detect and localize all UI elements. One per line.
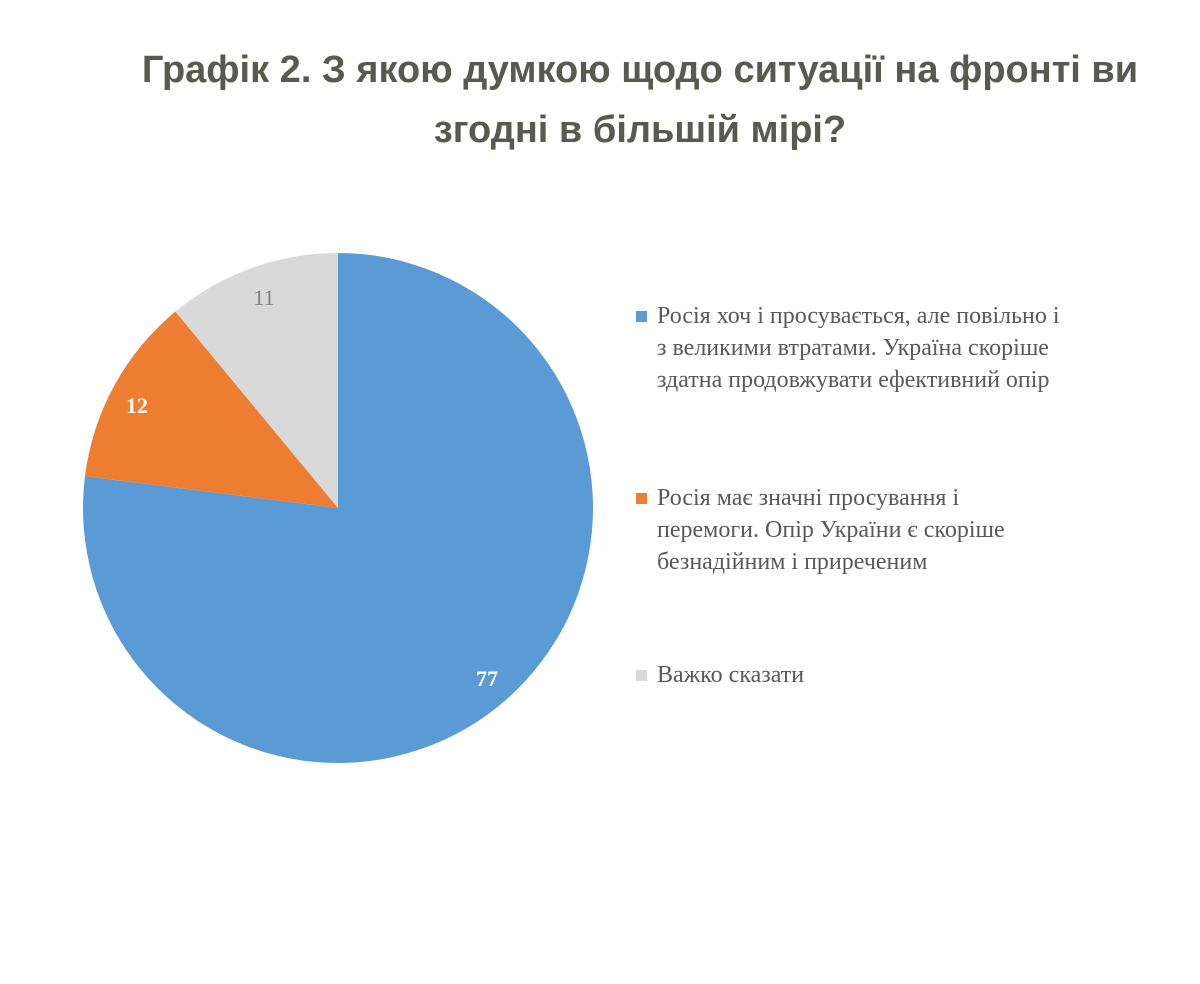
legend-item-gray: Важко сказати xyxy=(636,659,1127,691)
pie-slice-blue xyxy=(82,253,593,763)
legend-line: Росія хоч і просувається, але повільно і xyxy=(657,303,1060,329)
legend-text: Росія хоч і просувається, але повільно і… xyxy=(657,300,1127,396)
pie-slice-gray xyxy=(175,253,338,508)
chart-title-line2: згодні в більшій мірі? xyxy=(433,109,847,151)
legend-text: Росія має значні просування і перемоги. … xyxy=(657,482,1127,578)
legend-line: з великими втратами. Україна скоріше xyxy=(657,335,1049,361)
legend-item-blue: Росія хоч і просувається, але повільно і… xyxy=(636,300,1127,396)
legend-line: Росія має значні просування і xyxy=(657,485,960,511)
legend-item-orange: Росія має значні просування і перемоги. … xyxy=(636,482,1127,578)
data-label-gray: 11 xyxy=(253,285,274,310)
pie-slice-orange xyxy=(84,311,338,508)
legend-line: здатна продовжувати ефективний опір xyxy=(657,367,1050,393)
legend-line: безнадійним і приреченим xyxy=(657,549,928,575)
chart-title-line1: Графік 2. З якою думкою щодо ситуації на… xyxy=(141,49,1139,91)
legend-swatch-blue-icon xyxy=(636,311,647,322)
chart-title: Графік 2. З якою думкою щодо ситуації на… xyxy=(40,40,1200,160)
legend-line: Важко сказати xyxy=(657,662,805,688)
legend-line: перемоги. Опір України є скоріше xyxy=(657,517,1005,543)
data-label-blue: 77 xyxy=(476,666,498,691)
legend-swatch-gray-icon xyxy=(636,670,647,681)
legend-text: Важко сказати xyxy=(657,659,1127,691)
legend-swatch-orange-icon xyxy=(636,493,647,504)
data-label-orange: 12 xyxy=(126,393,148,418)
